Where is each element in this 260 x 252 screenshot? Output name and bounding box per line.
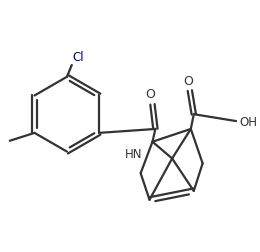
Text: OH: OH — [239, 115, 257, 128]
Text: O: O — [146, 88, 155, 101]
Text: O: O — [183, 74, 193, 87]
Text: Cl: Cl — [73, 51, 84, 64]
Text: HN: HN — [125, 147, 142, 160]
